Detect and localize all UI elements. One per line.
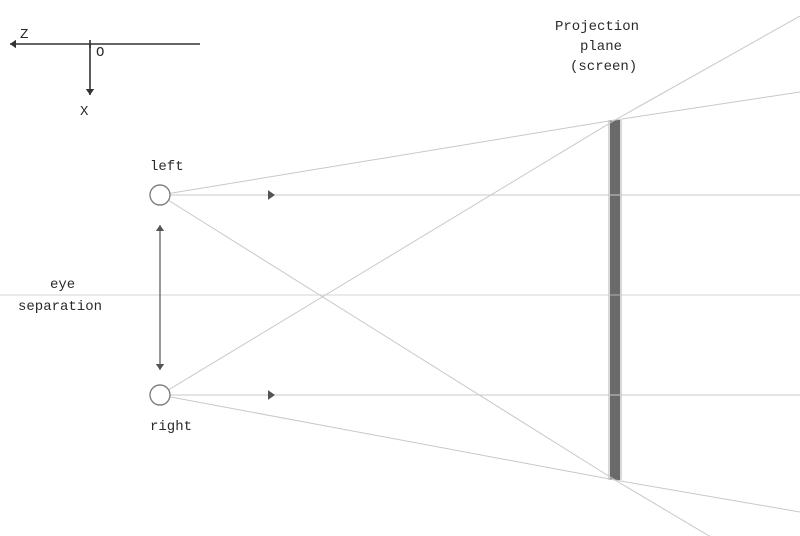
label-screen-2: plane	[580, 39, 622, 55]
label-z: Z	[20, 27, 28, 43]
left-eye	[150, 185, 170, 205]
label-left-eye: left	[150, 159, 184, 175]
right-eye	[150, 385, 170, 405]
label-screen-1: Projection	[555, 19, 639, 35]
x-axis-arrow	[86, 89, 94, 95]
z-axis-arrow	[10, 40, 16, 48]
label-right-eye: right	[150, 419, 192, 435]
label-origin: O	[96, 45, 104, 61]
ray-right-center-arrow	[268, 390, 275, 400]
ray-left-bot-ext	[615, 480, 800, 536]
ray-left-top-to-screen	[160, 120, 615, 195]
label-screen-3: (screen)	[570, 59, 637, 75]
ray-right-top-ext	[615, 16, 800, 120]
stereo-projection-diagram: Z O Xleft right eye separation Projection plane…	[0, 0, 800, 536]
eye-sep-arrow-down	[156, 364, 164, 370]
ray-left-center-arrow	[268, 190, 275, 200]
label-eye-sep-2: separation	[18, 299, 102, 315]
projection-plane	[610, 120, 620, 480]
eye-sep-arrow-up	[156, 225, 164, 231]
ray-right-top-to-screen	[160, 120, 615, 395]
label-x: X	[80, 104, 89, 120]
label-eye-sep-1: eye	[50, 277, 75, 293]
ray-left-top-ext	[615, 92, 800, 120]
